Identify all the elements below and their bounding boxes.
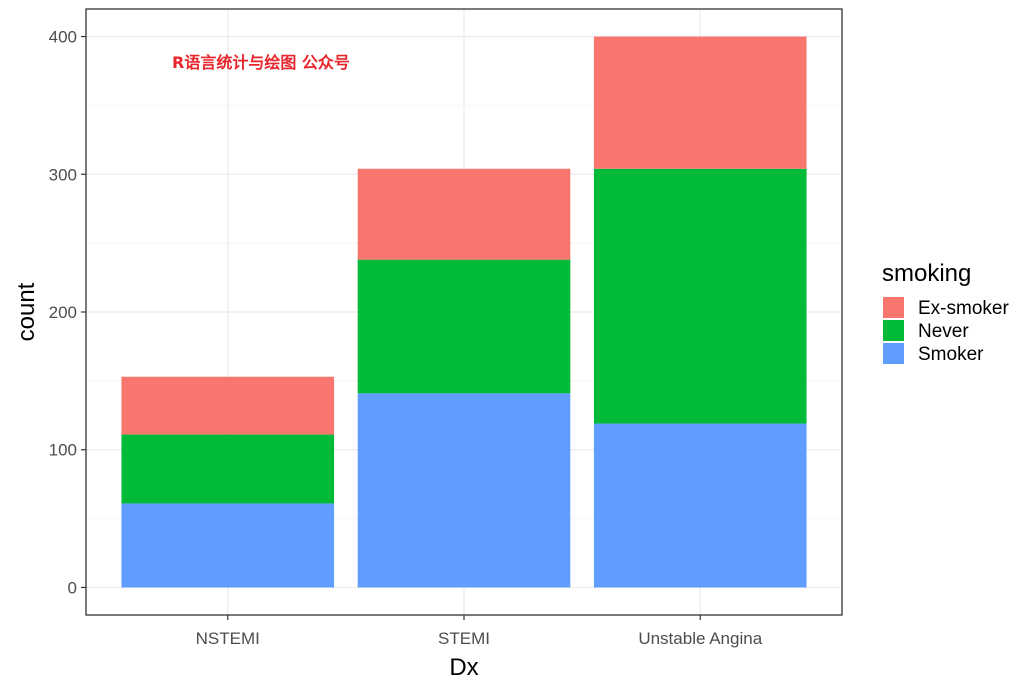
y-tick-label: 400: [49, 28, 77, 47]
watermark-annotation: R语言统计与绘图 公众号: [172, 53, 350, 72]
legend-label: Never: [918, 321, 969, 342]
legend-swatch: [883, 320, 904, 341]
x-tick-label: Unstable Angina: [638, 629, 762, 648]
legend-swatch: [883, 297, 904, 318]
bars: [121, 36, 807, 588]
bar-segment: [121, 503, 335, 588]
bar-segment: [593, 423, 807, 588]
bar-segment: [593, 36, 807, 169]
x-axis-title: Dx: [449, 654, 478, 681]
bar-segment: [357, 393, 571, 588]
bar-segment: [121, 434, 335, 504]
y-tick-label: 300: [49, 165, 77, 184]
bar-segment: [121, 376, 335, 435]
legend-label: Ex-smoker: [918, 298, 1009, 319]
y-tick-label: 0: [68, 578, 77, 597]
axes: 0 100 200 300 400 NSTEMI STEMI Unstable Angina: [49, 28, 763, 648]
legend-swatch: [883, 343, 904, 364]
y-tick-label: 100: [49, 441, 77, 460]
x-tick-label: NSTEMI: [196, 629, 260, 648]
y-axis-title: count: [13, 282, 40, 341]
y-tick-label: 200: [49, 303, 77, 322]
bar-segment: [593, 168, 807, 424]
bar-segment: [357, 259, 571, 394]
bar-segment: [357, 168, 571, 260]
legend-title: smoking: [882, 260, 971, 287]
x-tick-label: STEMI: [438, 629, 490, 648]
legend-label: Smoker: [918, 344, 984, 365]
